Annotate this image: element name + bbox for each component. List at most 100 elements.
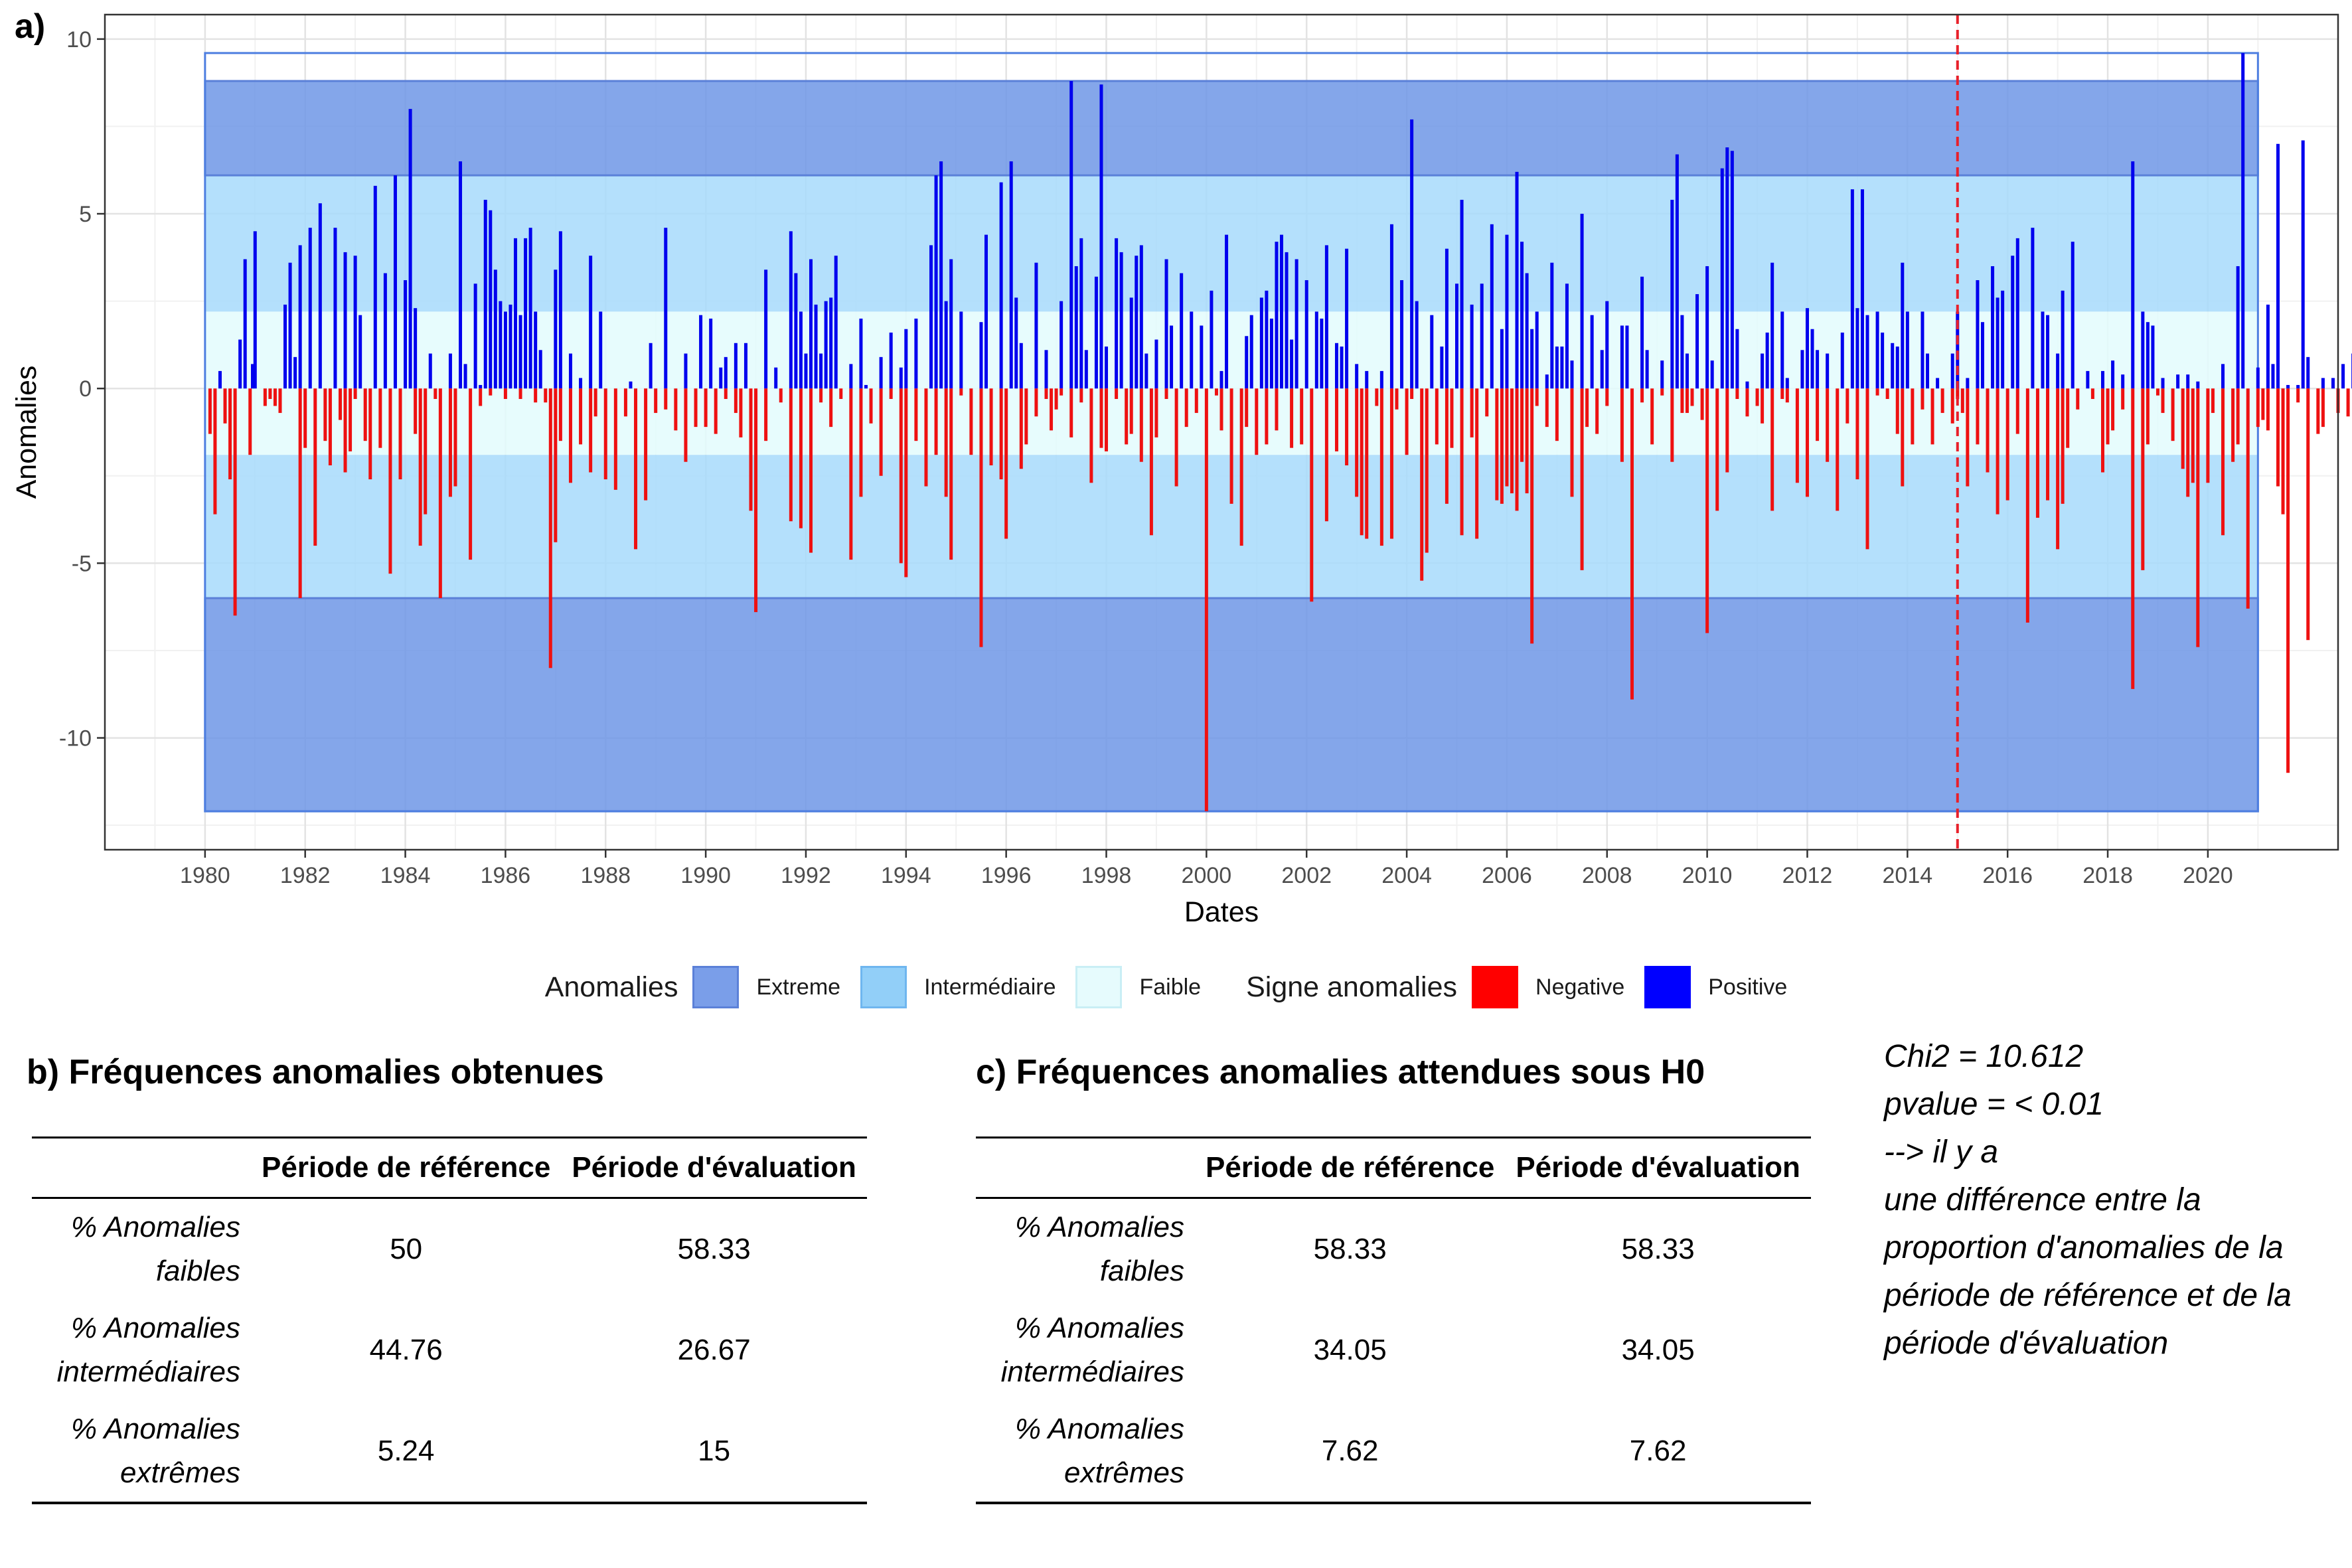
bar-positive <box>1290 339 1294 389</box>
bar-positive <box>1991 266 1995 389</box>
x-tick-label: 1998 <box>1081 863 1132 888</box>
bar-positive <box>1720 168 1724 389</box>
bar-positive <box>503 311 507 389</box>
bar-positive <box>929 245 933 389</box>
bar-negative <box>248 388 252 455</box>
bar-positive <box>1334 343 1338 389</box>
bar-positive <box>1164 259 1168 389</box>
bar-positive <box>1530 329 1534 389</box>
bar-positive <box>1219 370 1223 389</box>
bar-positive <box>2256 367 2260 389</box>
bar-positive <box>2176 374 2180 389</box>
bar-positive <box>889 332 893 389</box>
bar-positive <box>1735 329 1739 389</box>
bar-positive <box>1980 322 1984 389</box>
bar-negative <box>339 388 343 420</box>
bar-negative <box>1420 388 1424 581</box>
x-tick-label: 2006 <box>1482 863 1532 888</box>
bar-positive <box>1304 280 1308 389</box>
bar-positive <box>1259 297 1263 389</box>
bar-negative <box>684 388 688 462</box>
bar-negative <box>1245 388 1249 428</box>
legend-anomalies-title: Anomalies <box>544 971 678 1003</box>
bar-negative <box>2106 388 2110 445</box>
bar-negative <box>2236 388 2240 445</box>
bar-negative <box>1184 388 1188 428</box>
bar-positive <box>1996 297 1999 389</box>
bar-negative <box>263 388 267 406</box>
bar-negative <box>1425 388 1429 553</box>
bar-negative <box>343 388 347 473</box>
bar-negative <box>1495 388 1499 501</box>
bar-positive <box>318 203 322 389</box>
bar-negative <box>1164 388 1168 399</box>
bar-positive <box>1515 171 1519 389</box>
bar-positive <box>333 228 337 389</box>
panel-a-tag: a) <box>15 7 46 46</box>
legend-label-positive: Positive <box>1708 974 1788 1000</box>
row-label: % Anomalies extrêmes <box>70 1413 240 1489</box>
bar-negative <box>1780 388 1784 399</box>
bar-positive <box>1725 147 1729 389</box>
bar-positive <box>408 109 412 389</box>
bar-negative <box>2056 388 2060 550</box>
bar-negative <box>1515 388 1519 511</box>
bar-positive <box>1455 283 1459 389</box>
bar-negative <box>869 388 873 424</box>
bar-negative <box>904 388 908 578</box>
bar-negative <box>298 388 302 599</box>
bar-positive <box>979 322 983 389</box>
bar-negative <box>1836 388 1840 511</box>
bar-negative <box>1004 388 1008 539</box>
bar-positive <box>1200 325 1204 389</box>
bar-negative <box>603 388 607 480</box>
bar-negative <box>558 388 562 441</box>
bar-negative <box>1324 388 1328 522</box>
bar-negative <box>503 388 507 399</box>
bar-positive <box>2015 238 2019 389</box>
bar-negative <box>2206 388 2210 483</box>
bar-positive <box>493 270 497 389</box>
bar-positive <box>724 356 728 389</box>
bar-positive <box>1710 360 1714 389</box>
x-tick-label: 1984 <box>380 863 431 888</box>
bar-positive <box>1445 248 1449 389</box>
bar-positive <box>1320 318 1324 389</box>
bar-positive <box>1976 280 1980 389</box>
bar-negative <box>1956 388 1960 399</box>
bar-negative <box>1360 388 1364 536</box>
band-intermédiaire <box>204 175 2258 312</box>
bar-positive <box>1490 224 1494 389</box>
bar-negative <box>969 388 973 455</box>
bar-negative <box>1520 388 1524 462</box>
bar-negative <box>228 388 232 480</box>
bar-negative <box>223 388 227 424</box>
x-tick-label: 1988 <box>580 863 631 888</box>
bar-positive <box>1249 315 1253 389</box>
bar-positive <box>579 378 583 389</box>
bar-negative <box>1670 388 1674 462</box>
bar-negative <box>1650 388 1654 445</box>
x-tick-label: 2014 <box>1883 863 1933 888</box>
bar-positive <box>1520 242 1524 389</box>
bar-negative <box>1375 388 1379 406</box>
bar-positive <box>599 311 603 389</box>
bar-positive <box>999 182 1003 389</box>
bar-negative <box>1229 388 1233 504</box>
bar-positive <box>2061 290 2065 389</box>
bar-negative <box>568 388 572 483</box>
bar-positive <box>1895 347 1899 389</box>
bar-positive <box>1555 347 1559 389</box>
y-tick-label: 5 <box>79 202 92 227</box>
bar-positive <box>1324 245 1328 389</box>
bar-negative <box>208 388 212 434</box>
bar-negative <box>1019 388 1023 469</box>
anomalies-bar-chart: 1980 1982 1984 1986 1988 1990 1992 1994 1996 1998… <box>11 13 2352 928</box>
bar-negative <box>734 388 738 414</box>
bar-negative <box>714 388 718 434</box>
bar-negative <box>363 388 367 441</box>
row-label: % Anomalies intermédiaires <box>56 1312 240 1388</box>
bar-negative <box>739 388 743 437</box>
bar-positive <box>789 231 793 389</box>
bar-negative <box>1050 388 1054 431</box>
